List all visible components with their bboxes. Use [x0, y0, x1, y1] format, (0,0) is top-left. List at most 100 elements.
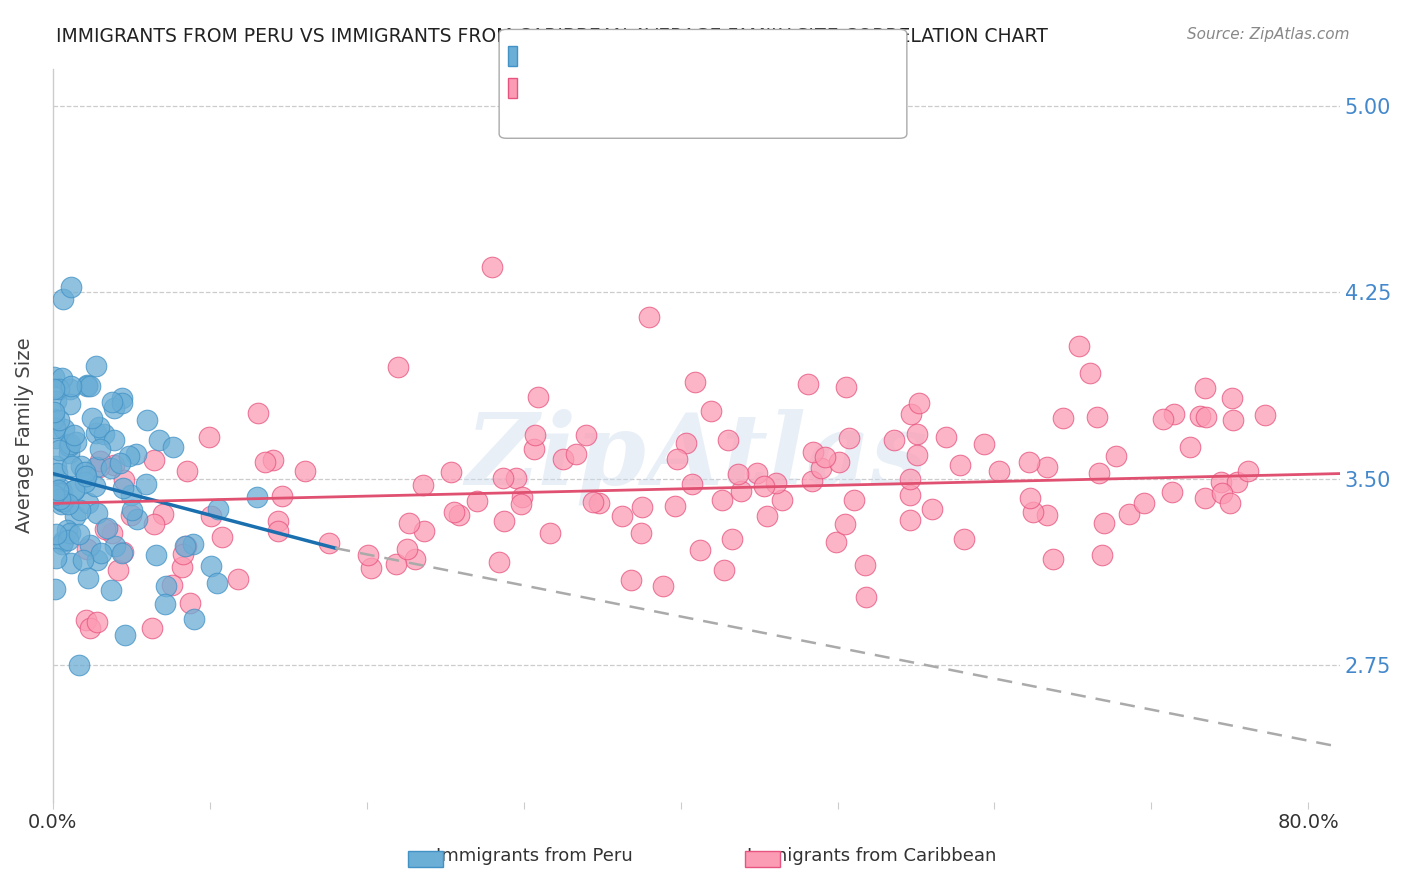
- Immigrants from Caribbean: [523, 442, 546, 457]
- Immigrants from Caribbean: [683, 375, 706, 389]
- Immigrants from Caribbean: [89, 454, 111, 468]
- Immigrants from Caribbean: [152, 507, 174, 521]
- Immigrants from Peru: [67, 657, 90, 672]
- Immigrants from Caribbean: [160, 578, 183, 592]
- Immigrants from Peru: [93, 426, 115, 441]
- Immigrants from Peru: [111, 395, 134, 409]
- Immigrants from Peru: [72, 553, 94, 567]
- Immigrants from Peru: [111, 391, 134, 405]
- Immigrants from Caribbean: [717, 433, 740, 447]
- Immigrants from Peru: [45, 526, 67, 541]
- Immigrants from Peru: [49, 492, 72, 507]
- Immigrants from Caribbean: [387, 359, 409, 374]
- Immigrants from Caribbean: [538, 525, 561, 540]
- Immigrants from Caribbean: [76, 541, 98, 556]
- Immigrants from Caribbean: [404, 552, 426, 566]
- Immigrants from Caribbean: [197, 430, 219, 444]
- Immigrants from Caribbean: [588, 496, 610, 510]
- Immigrants from Caribbean: [828, 455, 851, 469]
- Text: Source: ZipAtlas.com: Source: ZipAtlas.com: [1187, 27, 1350, 42]
- Immigrants from Peru: [136, 413, 159, 427]
- Immigrants from Peru: [76, 377, 98, 392]
- Immigrants from Peru: [76, 571, 98, 585]
- Immigrants from Caribbean: [908, 396, 931, 410]
- Text: N =: N =: [668, 91, 711, 110]
- Immigrants from Peru: [44, 488, 66, 502]
- Immigrants from Peru: [121, 503, 143, 517]
- Immigrants from Caribbean: [710, 492, 733, 507]
- Immigrants from Caribbean: [664, 499, 686, 513]
- Immigrants from Peru: [48, 413, 70, 427]
- Immigrants from Caribbean: [1194, 381, 1216, 395]
- Immigrants from Peru: [56, 533, 79, 548]
- Immigrants from Peru: [60, 556, 83, 570]
- Immigrants from Caribbean: [834, 517, 856, 532]
- Immigrants from Peru: [45, 458, 67, 473]
- Immigrants from Caribbean: [842, 493, 865, 508]
- Immigrants from Caribbean: [170, 560, 193, 574]
- Immigrants from Peru: [200, 558, 222, 573]
- Immigrants from Peru: [53, 422, 76, 436]
- Immigrants from Caribbean: [898, 513, 921, 527]
- Immigrants from Peru: [44, 370, 66, 384]
- Immigrants from Caribbean: [564, 447, 586, 461]
- Immigrants from Caribbean: [226, 573, 249, 587]
- Immigrants from Peru: [49, 483, 72, 497]
- Immigrants from Peru: [49, 497, 72, 511]
- Immigrants from Caribbean: [1254, 408, 1277, 422]
- Immigrants from Caribbean: [200, 508, 222, 523]
- Immigrants from Peru: [45, 393, 67, 408]
- Immigrants from Caribbean: [900, 407, 922, 421]
- Text: R =: R =: [520, 58, 562, 77]
- Immigrants from Caribbean: [179, 596, 201, 610]
- Immigrants from Peru: [70, 458, 93, 473]
- Immigrants from Caribbean: [1105, 449, 1128, 463]
- Immigrants from Caribbean: [510, 497, 533, 511]
- Immigrants from Caribbean: [801, 445, 824, 459]
- Immigrants from Caribbean: [267, 524, 290, 538]
- Immigrants from Peru: [51, 493, 73, 508]
- Immigrants from Caribbean: [921, 501, 943, 516]
- Immigrants from Caribbean: [176, 464, 198, 478]
- Immigrants from Peru: [46, 484, 69, 499]
- Immigrants from Caribbean: [582, 495, 605, 509]
- Immigrants from Caribbean: [551, 452, 574, 467]
- Immigrants from Peru: [246, 490, 269, 504]
- Immigrants from Peru: [118, 450, 141, 464]
- Text: 0.049: 0.049: [569, 91, 631, 110]
- Immigrants from Peru: [65, 434, 87, 449]
- Immigrants from Caribbean: [651, 579, 673, 593]
- Immigrants from Peru: [205, 575, 228, 590]
- Immigrants from Peru: [96, 521, 118, 535]
- Immigrants from Peru: [90, 546, 112, 560]
- Immigrants from Caribbean: [1220, 391, 1243, 405]
- Immigrants from Caribbean: [142, 516, 165, 531]
- Immigrants from Caribbean: [1092, 516, 1115, 530]
- Immigrants from Caribbean: [318, 535, 340, 549]
- Immigrants from Peru: [69, 502, 91, 516]
- Immigrants from Peru: [153, 597, 176, 611]
- Immigrants from Caribbean: [1161, 485, 1184, 500]
- Immigrants from Caribbean: [612, 508, 634, 523]
- Immigrants from Caribbean: [727, 467, 749, 481]
- Immigrants from Caribbean: [465, 494, 488, 508]
- Immigrants from Peru: [103, 401, 125, 415]
- Immigrants from Peru: [155, 579, 177, 593]
- Immigrants from Caribbean: [855, 591, 877, 605]
- Text: N =: N =: [668, 58, 711, 77]
- Immigrants from Caribbean: [1133, 496, 1156, 510]
- Immigrants from Caribbean: [1152, 411, 1174, 425]
- Immigrants from Caribbean: [1118, 507, 1140, 521]
- Immigrants from Peru: [51, 486, 73, 500]
- Text: ZipAtlas: ZipAtlas: [465, 409, 927, 505]
- Immigrants from Caribbean: [796, 376, 818, 391]
- Immigrants from Peru: [75, 468, 97, 483]
- Immigrants from Caribbean: [254, 455, 277, 469]
- Immigrants from Caribbean: [1085, 409, 1108, 424]
- Immigrants from Caribbean: [1236, 464, 1258, 478]
- Immigrants from Caribbean: [713, 563, 735, 577]
- Immigrants from Peru: [145, 548, 167, 562]
- Text: IMMIGRANTS FROM PERU VS IMMIGRANTS FROM CARIBBEAN AVERAGE FAMILY SIZE CORRELATIO: IMMIGRANTS FROM PERU VS IMMIGRANTS FROM …: [56, 27, 1047, 45]
- Immigrants from Caribbean: [443, 505, 465, 519]
- Immigrants from Caribbean: [883, 433, 905, 447]
